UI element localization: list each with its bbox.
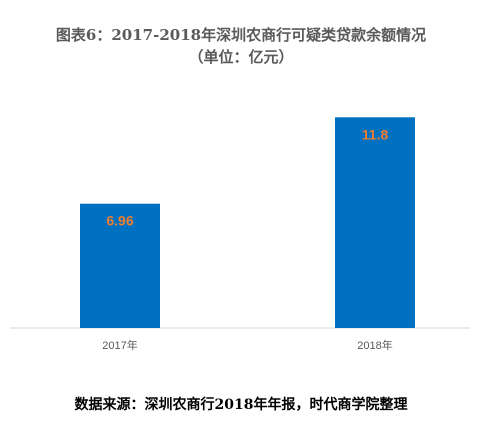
bar-1 — [80, 203, 160, 328]
data-label-2: 11.8 — [362, 126, 389, 142]
bars-group: 6.96 2017年 11.8 2018年 — [80, 117, 415, 352]
x-tick-label-1: 2017年 — [102, 338, 137, 352]
source-note: 数据来源：深圳农商行2018年年报，时代商学院整理 — [75, 396, 408, 413]
chart-title: 图表6：2017-2018年深圳农商行可疑类贷款余额情况 — [56, 26, 426, 44]
data-label-1: 6.96 — [106, 213, 133, 229]
bar-2 — [335, 117, 415, 329]
chart-subtitle: （单位：亿元） — [188, 48, 293, 66]
x-tick-label-2: 2018年 — [357, 338, 392, 352]
